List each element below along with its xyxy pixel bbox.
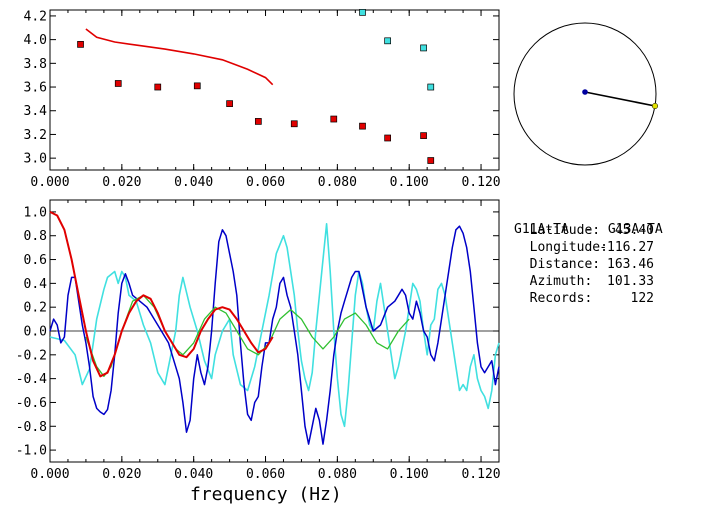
top-x-tick-label: 0.000 — [30, 175, 69, 190]
info-row-distance: Distance: 163.46 — [514, 239, 654, 273]
top-red-curve — [85, 28, 274, 86]
bottom-y-tick-label: -0.2 — [16, 348, 47, 363]
x-axis-label: frequency (Hz) — [190, 484, 342, 505]
bottom-y-tick-label: 0.0 — [24, 325, 47, 340]
top-x-tick-label: 0.120 — [461, 175, 500, 190]
info-label: Records: — [529, 291, 593, 306]
red-square-point — [420, 132, 427, 139]
red-square-point — [254, 118, 262, 125]
bottom-x-tick-label: 0.000 — [30, 467, 69, 482]
bottom-plot: 0.000 0.020 0.040 0.060 0.080 0.100 0.120 1.0 0.… — [16, 200, 501, 482]
top-x-tick-label: 0.060 — [246, 175, 285, 190]
red-square-point — [359, 122, 366, 130]
bottom-x-tick-label: 0.020 — [102, 467, 141, 482]
red-square-point — [290, 120, 298, 128]
red-square-point — [330, 115, 338, 123]
info-row-records: Records: 122 — [514, 273, 654, 307]
info-label: Longitude: — [529, 240, 608, 255]
top-plot: 0.000 0.020 0.040 0.060 0.080 0.100 0.120 3.0 3.… — [24, 9, 501, 190]
bottom-x-tick-label: 0.080 — [318, 467, 357, 482]
top-x-tick-label: 0.040 — [174, 175, 213, 190]
info-value: -116.27 — [599, 240, 654, 255]
bottom-y-tick-label: 0.6 — [24, 253, 47, 268]
info-row-azimuth: Azimuth: 101.33 — [514, 256, 654, 290]
info-label: Latitude: — [529, 223, 601, 238]
bottom-y-tick-label: 0.4 — [24, 277, 48, 292]
top-y-tick-label: 3.8 — [24, 57, 47, 72]
top-y-tick-label: 3.0 — [24, 152, 47, 167]
bottom-y-tick-label: -0.8 — [16, 420, 47, 435]
cyan-square-point — [420, 44, 427, 52]
info-value: 163.46 — [607, 257, 654, 272]
end-marker — [651, 102, 659, 110]
station-marker — [582, 89, 588, 95]
info-row-latitude: Latitude: 45.40 — [514, 205, 654, 239]
blue-series-line — [49, 225, 500, 445]
cyan-square-point — [359, 9, 366, 16]
top-y-tick-label: 4.0 — [24, 33, 47, 48]
red-square-point — [226, 100, 233, 107]
info-value: 45.40 — [614, 223, 654, 238]
top-x-tick-label: 0.100 — [390, 175, 429, 190]
top-y-tick-label: 3.4 — [24, 104, 48, 119]
bottom-x-tick-label: 0.060 — [246, 467, 285, 482]
top-y-tick-label: 4.2 — [24, 9, 47, 24]
azimuth-circle — [513, 22, 657, 166]
cyan-square-point — [384, 37, 391, 45]
bottom-x-tick-label: 0.120 — [461, 467, 500, 482]
red-square-point — [114, 80, 122, 87]
bottom-x-tick-label: 0.040 — [174, 467, 213, 482]
bottom-y-tick-label: 1.0 — [24, 205, 47, 220]
bottom-y-tick-label: 0.8 — [24, 229, 47, 244]
cyan-series-line — [49, 223, 500, 428]
bottom-y-tick-label: 0.2 — [24, 301, 47, 316]
info-panel: G11A-TA - G13A-TA — [514, 187, 694, 255]
top-x-tick-label: 0.080 — [318, 175, 357, 190]
green-series-line — [85, 294, 410, 377]
cyan-square-point — [427, 83, 435, 91]
top-y-tick-label: 3.6 — [24, 81, 47, 96]
info-label: Azimuth: — [529, 274, 593, 289]
info-label: Distance: — [529, 257, 601, 272]
red-square-point — [193, 82, 201, 90]
bottom-y-tick-label: -0.6 — [16, 396, 47, 411]
info-row-longitude: Longitude: -116.27 — [514, 222, 654, 256]
info-value: 101.33 — [607, 274, 654, 289]
red-square-point — [154, 83, 162, 91]
station-pair: G11A-TA - G13A-TA — [514, 222, 663, 237]
azimuth-path-line — [584, 91, 656, 107]
bottom-y-tick-label: -1.0 — [16, 444, 47, 459]
top-plot-frame — [49, 9, 500, 171]
top-y-tick-label: 3.2 — [24, 128, 47, 143]
azimuth-map — [513, 22, 659, 166]
red-square-point — [427, 157, 435, 164]
top-x-tick-label: 0.020 — [102, 175, 141, 190]
red-series-line — [49, 211, 274, 378]
red-square-point — [384, 134, 391, 142]
info-value: 122 — [630, 291, 654, 306]
red-square-point — [77, 41, 84, 48]
bottom-x-tick-label: 0.100 — [390, 467, 429, 482]
bottom-y-tick-label: -0.4 — [16, 372, 47, 387]
